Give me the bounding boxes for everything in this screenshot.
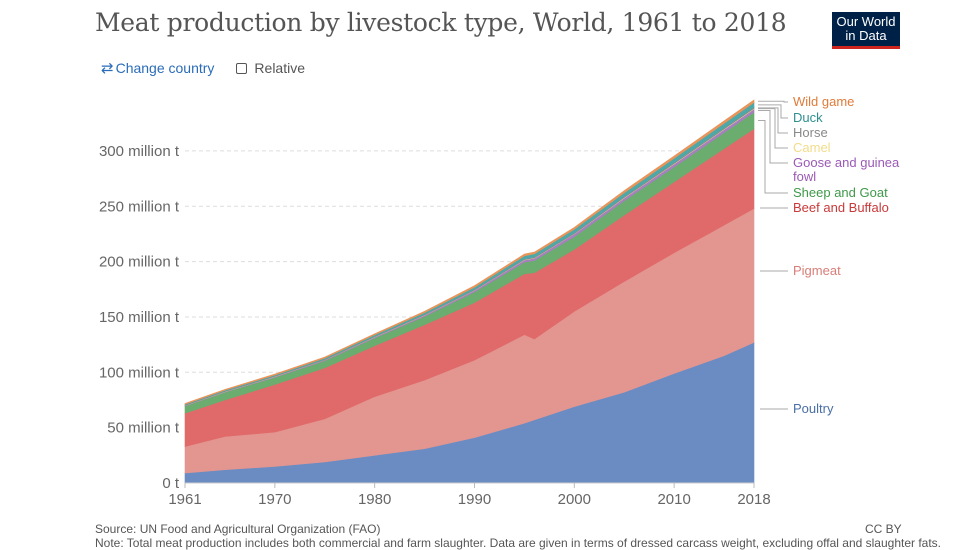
relative-label: Relative: [254, 60, 306, 76]
x-tick-label: 1970: [258, 491, 291, 508]
source-text: Source: UN Food and Agricultural Organiz…: [95, 522, 381, 536]
note-text: Note: Total meat production includes bot…: [95, 536, 942, 550]
change-country-label: Change country: [115, 60, 215, 76]
swap-arrows-icon: ⇄: [101, 60, 114, 77]
relative-checkbox[interactable]: [236, 62, 248, 74]
logo-line-1: Our World: [836, 14, 896, 29]
y-tick-label: 100 million t: [99, 364, 180, 381]
legend-label: Poultry: [793, 401, 834, 416]
license-link[interactable]: CC BY: [865, 522, 902, 536]
legend-label: Horse: [793, 125, 828, 140]
legend-connector: [758, 100, 788, 103]
legend-label: Duck: [793, 110, 823, 125]
area-wild-game[interactable]: [184, 99, 755, 405]
y-tick-label: 150 million t: [99, 309, 180, 326]
chart-title: Meat production by livestock type, World…: [95, 8, 787, 37]
x-tick-label: 1980: [358, 491, 391, 508]
x-tick-label: 2010: [657, 491, 690, 508]
legend-connector: [758, 107, 788, 134]
legend-label: Wild game: [793, 94, 854, 109]
x-tick-label: 2000: [558, 491, 591, 508]
legend-connector: [758, 104, 788, 119]
logo-line-2: in Data: [845, 28, 887, 43]
y-tick-label: 250 million t: [99, 198, 180, 215]
change-country-button[interactable]: ⇄ Change country: [101, 59, 214, 77]
legend-label: Camel: [793, 140, 831, 155]
legend-connector: [758, 119, 788, 194]
legend-label: Pigmeat: [793, 263, 841, 278]
legend-label: Goose and guinea: [793, 155, 900, 170]
legend-label: Beef and Buffalo: [793, 200, 889, 215]
legend-connector: [758, 110, 788, 164]
x-tick-label: 1990: [458, 491, 491, 508]
x-tick-label: 2018: [737, 491, 770, 508]
x-tick-label: 1961: [168, 491, 201, 508]
legend-connector: [758, 108, 788, 149]
y-tick-label: 50 million t: [107, 420, 180, 437]
chart-controls: ⇄ Change country Relative: [101, 59, 305, 77]
y-tick-label: 200 million t: [99, 254, 180, 271]
y-tick-label: 0 t: [162, 475, 180, 492]
y-tick-label: 300 million t: [99, 143, 180, 160]
legend-label: Sheep and Goat: [793, 185, 888, 200]
legend-label: fowl: [793, 169, 816, 184]
owid-logo[interactable]: Our World in Data: [832, 12, 900, 49]
relative-toggle[interactable]: Relative: [236, 60, 305, 76]
